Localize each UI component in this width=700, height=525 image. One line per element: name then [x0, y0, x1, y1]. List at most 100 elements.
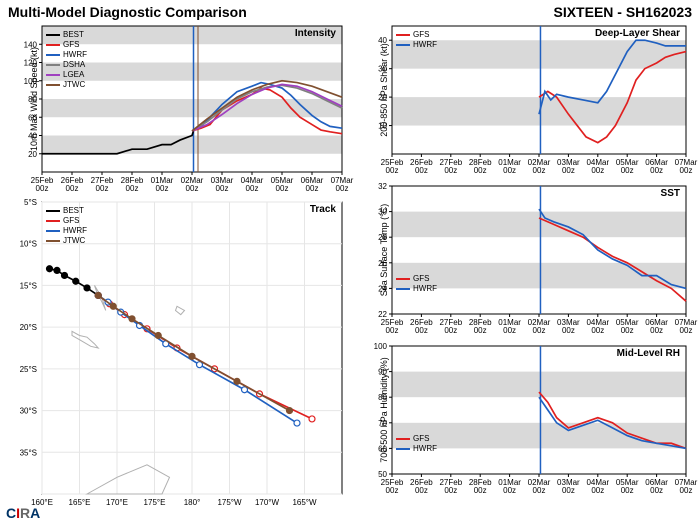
- svg-text:00z: 00z: [96, 184, 109, 193]
- svg-text:25°S: 25°S: [20, 365, 37, 374]
- legend-item-gfs: GFS: [46, 216, 87, 226]
- svg-text:00z: 00z: [503, 326, 516, 335]
- svg-text:00z: 00z: [562, 326, 575, 335]
- legend-item-hwrf: HWRF: [396, 40, 437, 50]
- svg-text:00z: 00z: [444, 166, 457, 175]
- svg-text:00z: 00z: [66, 184, 79, 193]
- svg-text:170°E: 170°E: [106, 498, 128, 507]
- svg-text:00z: 00z: [186, 184, 199, 193]
- svg-text:00z: 00z: [415, 326, 428, 335]
- svg-text:00z: 00z: [621, 166, 634, 175]
- svg-text:00z: 00z: [474, 486, 487, 495]
- svg-text:00z: 00z: [533, 166, 546, 175]
- svg-text:00z: 00z: [503, 486, 516, 495]
- svg-text:00z: 00z: [415, 486, 428, 495]
- svg-text:00z: 00z: [386, 166, 399, 175]
- sst-chart: 22242628303225Feb00z26Feb00z27Feb00z28Fe…: [392, 186, 686, 314]
- svg-text:00z: 00z: [650, 486, 663, 495]
- rh-ylabel: 700-500 hPa Humidity (%): [379, 357, 389, 463]
- svg-text:00z: 00z: [336, 184, 349, 193]
- svg-text:00z: 00z: [591, 326, 604, 335]
- svg-text:165°E: 165°E: [69, 498, 91, 507]
- svg-text:00z: 00z: [533, 326, 546, 335]
- track-legend: BESTGFSHWRFJTWC: [46, 206, 87, 246]
- rh-title: Mid-Level RH: [617, 348, 680, 359]
- panel-rh: 506070809010025Feb00z26Feb00z27Feb00z28F…: [392, 346, 686, 474]
- svg-text:00z: 00z: [246, 184, 259, 193]
- svg-text:00z: 00z: [386, 486, 399, 495]
- svg-text:100: 100: [374, 342, 388, 351]
- svg-text:175°E: 175°E: [144, 498, 166, 507]
- svg-text:5°S: 5°S: [24, 198, 37, 207]
- legend-item-best: BEST: [46, 30, 87, 40]
- svg-text:00z: 00z: [562, 166, 575, 175]
- panel-intensity: 2040608010012014025Feb00z26Feb00z27Feb00…: [42, 26, 342, 172]
- intensity-chart: 2040608010012014025Feb00z26Feb00z27Feb00…: [42, 26, 342, 172]
- panel-sst: 22242628303225Feb00z26Feb00z27Feb00z28Fe…: [392, 186, 686, 314]
- svg-text:00z: 00z: [503, 166, 516, 175]
- svg-text:165°W: 165°W: [292, 498, 317, 507]
- legend-item-hwrf: HWRF: [46, 50, 87, 60]
- svg-text:00z: 00z: [126, 184, 139, 193]
- svg-text:00z: 00z: [680, 166, 693, 175]
- cira-logo: CIRA: [6, 505, 40, 521]
- rh-legend: GFSHWRF: [396, 434, 437, 454]
- legend-item-hwrf: HWRF: [396, 444, 437, 454]
- sst-ylabel: Sea Surface Temp (°C): [379, 204, 389, 296]
- panel-track: 5°S10°S15°S20°S25°S30°S35°S160°E165°E170…: [42, 202, 342, 494]
- svg-text:00z: 00z: [680, 326, 693, 335]
- svg-text:20: 20: [28, 150, 37, 159]
- rh-chart: 506070809010025Feb00z26Feb00z27Feb00z28F…: [392, 346, 686, 474]
- legend-item-jtwc: JTWC: [46, 236, 87, 246]
- svg-text:00z: 00z: [474, 326, 487, 335]
- sst-legend: GFSHWRF: [396, 274, 437, 294]
- track-title: Track: [310, 204, 336, 215]
- legend-item-hwrf: HWRF: [396, 284, 437, 294]
- legend-item-jtwc: JTWC: [46, 80, 87, 90]
- shear-legend: GFSHWRF: [396, 30, 437, 50]
- legend-item-hwrf: HWRF: [46, 226, 87, 236]
- svg-text:00z: 00z: [444, 326, 457, 335]
- svg-text:00z: 00z: [680, 486, 693, 495]
- legend-item-gfs: GFS: [396, 434, 437, 444]
- svg-text:00z: 00z: [650, 166, 663, 175]
- svg-text:10°S: 10°S: [20, 240, 37, 249]
- svg-text:00z: 00z: [533, 486, 546, 495]
- svg-text:00z: 00z: [474, 166, 487, 175]
- legend-item-dsha: DSHA: [46, 60, 87, 70]
- storm-title: SIXTEEN - SH162023: [553, 4, 692, 20]
- svg-text:00z: 00z: [562, 486, 575, 495]
- svg-text:00z: 00z: [276, 184, 289, 193]
- intensity-title: Intensity: [295, 28, 336, 39]
- svg-text:00z: 00z: [415, 166, 428, 175]
- svg-text:00z: 00z: [156, 184, 169, 193]
- track-chart: 5°S10°S15°S20°S25°S30°S35°S160°E165°E170…: [42, 202, 342, 494]
- svg-text:00z: 00z: [306, 184, 319, 193]
- svg-text:00z: 00z: [591, 486, 604, 495]
- svg-text:180°: 180°: [184, 498, 201, 507]
- legend-item-gfs: GFS: [46, 40, 87, 50]
- svg-text:00z: 00z: [444, 486, 457, 495]
- svg-text:170°W: 170°W: [255, 498, 280, 507]
- svg-text:00z: 00z: [621, 486, 634, 495]
- svg-text:175°W: 175°W: [217, 498, 242, 507]
- shear-title: Deep-Layer Shear: [595, 28, 680, 39]
- svg-text:00z: 00z: [216, 184, 229, 193]
- svg-text:00z: 00z: [621, 326, 634, 335]
- svg-text:15°S: 15°S: [20, 281, 37, 290]
- legend-item-gfs: GFS: [396, 274, 437, 284]
- svg-text:00z: 00z: [591, 166, 604, 175]
- svg-text:32: 32: [378, 182, 387, 191]
- sst-title: SST: [661, 188, 680, 199]
- legend-item-best: BEST: [46, 206, 87, 216]
- intensity-legend: BESTGFSHWRFDSHALGEAJTWC: [46, 30, 87, 90]
- svg-text:20°S: 20°S: [20, 323, 37, 332]
- main-title: Multi-Model Diagnostic Comparison: [8, 4, 247, 20]
- panel-shear: 1020304025Feb00z26Feb00z27Feb00z28Feb00z…: [392, 26, 686, 154]
- legend-item-gfs: GFS: [396, 30, 437, 40]
- svg-text:00z: 00z: [650, 326, 663, 335]
- legend-item-lgea: LGEA: [46, 70, 87, 80]
- svg-text:00z: 00z: [386, 326, 399, 335]
- shear-ylabel: 200-850 hPa Shear (kt): [379, 43, 389, 137]
- svg-text:00z: 00z: [36, 184, 49, 193]
